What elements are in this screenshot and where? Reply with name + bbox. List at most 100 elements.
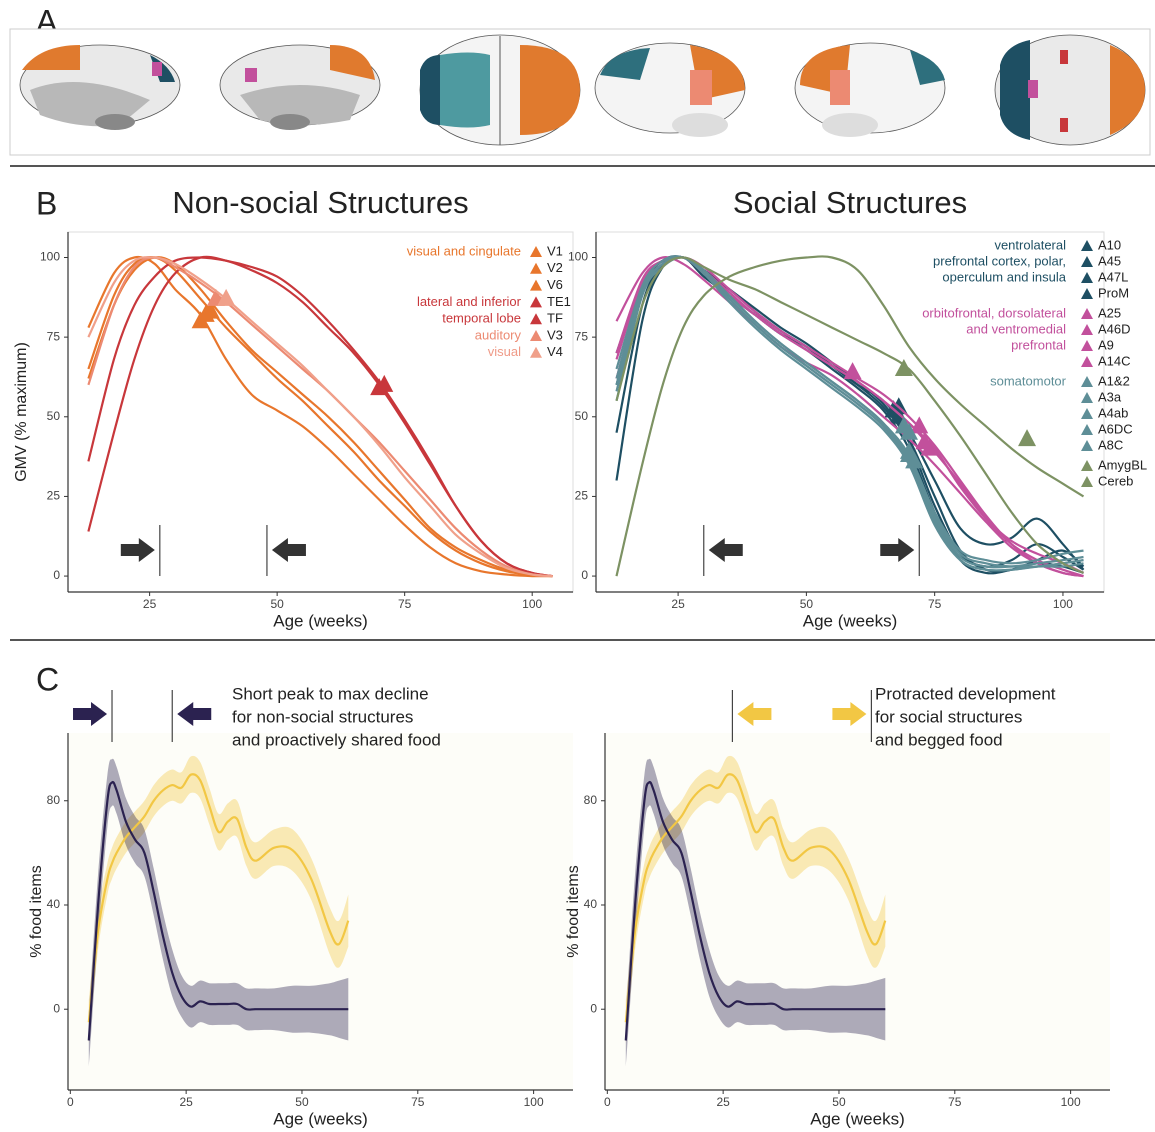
legend-label: V3	[547, 327, 563, 342]
x-tick-label: 50	[295, 1095, 309, 1109]
y-tick-label: 80	[47, 793, 61, 807]
brain-lateral-right	[794, 42, 946, 137]
peak-marker	[905, 451, 924, 469]
y-tick-label: 0	[53, 568, 60, 582]
chart-title: Non-social Structures	[172, 185, 468, 220]
legend-marker	[1081, 408, 1093, 419]
chart: 0 25 50 75 100 0 40 80 Age (weeks) % food items Sh…	[28, 684, 573, 1128]
legend-marker	[1081, 424, 1093, 435]
y-tick-label: 50	[575, 409, 589, 423]
annotation: Short peak to max decline	[232, 684, 429, 703]
legend-marker	[1081, 376, 1093, 387]
legend-group-label: somatomotor	[990, 373, 1067, 388]
x-tick-label: 25	[671, 597, 685, 611]
legend-marker	[1081, 288, 1093, 299]
y-tick-label: 40	[584, 897, 598, 911]
brain-panel	[9, 28, 1151, 156]
y-tick-label: 0	[590, 1001, 597, 1015]
legend-label: V4	[547, 344, 563, 359]
y-tick-label: 100	[568, 250, 588, 264]
x-tick-label: 100	[1053, 597, 1073, 611]
plot-background	[605, 733, 1110, 1090]
annotation: for non-social structures	[232, 707, 413, 726]
legend-label: A1&2	[1098, 373, 1130, 388]
confidence-band	[88, 755, 349, 1044]
y-axis-label: % food items	[565, 865, 582, 957]
legend-group-label: visual	[488, 344, 521, 359]
data-line	[615, 256, 1084, 578]
x-axis-label: Age (weeks)	[273, 1109, 367, 1128]
legend-label: ProM	[1098, 285, 1129, 300]
data-line	[87, 780, 349, 1041]
legend-group-label: lateral and inferior	[417, 294, 522, 309]
legend-label: A10	[1098, 237, 1121, 252]
legend-marker	[530, 246, 542, 257]
x-axis-label: Age (weeks)	[803, 611, 897, 630]
y-tick-label: 25	[47, 489, 61, 503]
legend-label: A25	[1098, 305, 1121, 320]
x-tick-label: 25	[716, 1095, 730, 1109]
direction-arrow	[177, 702, 212, 726]
confidence-band	[625, 755, 886, 1044]
legend-marker	[1081, 392, 1093, 403]
chart: 25 50 75 100 0 25 50 75 100 Social Structures Age …	[568, 185, 1147, 630]
legend-label: AmygBL	[1098, 457, 1147, 472]
brain-dorsal	[419, 34, 581, 146]
legend-label: A14C	[1098, 353, 1131, 368]
direction-arrow	[737, 702, 772, 726]
peak-marker	[915, 432, 934, 450]
data-line	[87, 256, 553, 578]
peak-marker	[900, 422, 919, 440]
legend-marker	[530, 262, 542, 274]
legend-marker	[1081, 476, 1093, 487]
y-tick-label: 75	[47, 329, 61, 343]
legend-marker	[530, 313, 542, 325]
x-axis-label: Age (weeks)	[810, 1109, 904, 1128]
x-tick-label: 75	[398, 597, 412, 611]
chart: 0 25 50 75 100 0 40 80 Age (weeks) % food items Pr…	[565, 684, 1110, 1128]
y-tick-label: 0	[53, 1001, 60, 1015]
direction-arrow	[880, 538, 915, 562]
legend-group-label: temporal lobe	[442, 311, 521, 326]
legend-label: A3a	[1098, 389, 1122, 404]
legend-group-label: and ventromedial	[966, 321, 1066, 336]
confidence-band	[88, 758, 349, 1067]
legend-label: A8C	[1098, 437, 1123, 452]
data-line	[87, 773, 350, 1023]
legend-label: V6	[547, 277, 563, 292]
brain-ventral	[994, 34, 1146, 146]
data-line	[615, 255, 1085, 577]
data-line	[615, 256, 1084, 574]
x-tick-label: 0	[604, 1095, 611, 1109]
legend-label: Cereb	[1098, 473, 1133, 488]
legend-marker	[1081, 308, 1093, 319]
legend-marker	[1081, 324, 1093, 335]
y-tick-label: 80	[584, 793, 598, 807]
legend-marker	[530, 296, 542, 308]
legend-marker	[530, 279, 542, 291]
legend-label: TE1	[547, 294, 571, 309]
legend-marker	[530, 330, 542, 341]
y-tick-label: 25	[575, 489, 589, 503]
x-tick-label: 100	[1061, 1095, 1081, 1109]
annotation: for social structures	[875, 707, 1022, 726]
legend-group-label: prefrontal cortex, polar,	[933, 253, 1066, 268]
annotation: and begged food	[875, 730, 1003, 749]
direction-arrow	[832, 702, 867, 726]
legend-marker	[1081, 272, 1093, 283]
peak-marker	[217, 288, 236, 306]
x-tick-label: 25	[179, 1095, 193, 1109]
x-tick-label: 0	[67, 1095, 74, 1109]
legend-marker	[1081, 240, 1093, 251]
legend-label: A45	[1098, 253, 1121, 268]
brain-medial-right	[219, 44, 381, 130]
y-tick-label: 50	[47, 409, 61, 423]
legend-label: A46D	[1098, 321, 1131, 336]
legend-label: A4ab	[1098, 405, 1128, 420]
legend-group-label: prefrontal	[1011, 337, 1066, 352]
plot-background	[68, 733, 573, 1090]
direction-arrow	[708, 538, 743, 562]
y-axis-label: % food items	[28, 865, 45, 957]
